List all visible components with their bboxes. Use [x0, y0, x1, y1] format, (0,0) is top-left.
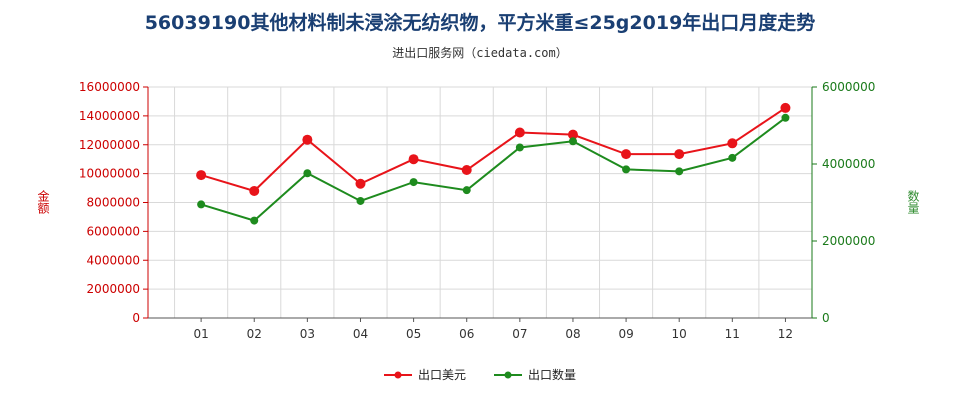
y-right-tick-label: 4000000 — [822, 157, 875, 171]
y-left-tick-label: 16000000 — [79, 80, 140, 94]
x-tick-label: 12 — [778, 327, 793, 341]
x-tick-label: 09 — [618, 327, 633, 341]
series-usd-point — [674, 149, 685, 160]
y-left-tick-label: 14000000 — [79, 109, 140, 123]
series-qty-point — [568, 137, 577, 146]
y-left-tick-label: 0 — [132, 311, 140, 325]
series-qty-point — [462, 186, 471, 195]
series-qty-line — [200, 117, 787, 222]
x-tick-label: 03 — [300, 327, 315, 341]
y-left-tick-label: 2000000 — [87, 282, 140, 296]
series-qty-point — [781, 113, 790, 122]
series-usd-point — [408, 154, 419, 165]
chart-subtitle: 进出口服务网（ciedata.com） — [392, 46, 568, 60]
y-right-tick-label: 6000000 — [822, 80, 875, 94]
x-tick-label: 08 — [565, 327, 580, 341]
y-right-tick-label: 2000000 — [822, 234, 875, 248]
series-usd-point — [355, 178, 366, 189]
y-left-tick-label: 6000000 — [87, 224, 140, 238]
series-usd-point — [461, 165, 472, 176]
series-qty-point — [303, 169, 312, 178]
x-tick-label: 10 — [672, 327, 687, 341]
y-left-tick-label: 10000000 — [79, 167, 140, 181]
y-axis-right-label: 数量 — [906, 190, 920, 214]
series-usd-point — [780, 102, 791, 113]
x-tick-label: 06 — [459, 327, 474, 341]
chart-title: 56039190其他材料制未浸涂无纺织物，平方米重≤25g2019年出口月度走势 — [144, 12, 816, 34]
legend-item-qty[interactable]: 出口数量 — [494, 366, 576, 383]
legend-usd-marker — [383, 371, 412, 378]
series-qty-point — [250, 216, 259, 225]
series-qty-point — [197, 200, 206, 209]
x-tick-label: 02 — [247, 327, 262, 341]
legend: 出口美元 出口数量 — [0, 366, 960, 383]
y-left-tick-label: 8000000 — [87, 196, 140, 210]
series-qty-point — [356, 196, 365, 205]
series-qty-point — [622, 165, 631, 174]
y-right-tick-label: 0 — [822, 311, 830, 325]
y-left-tick-label: 12000000 — [79, 138, 140, 152]
x-tick-label: 01 — [193, 327, 208, 341]
series-qty-point — [515, 143, 524, 152]
y-axis-left-label: 金额 — [36, 190, 50, 214]
legend-usd-label: 出口美元 — [417, 368, 466, 382]
series-usd-point — [727, 138, 738, 149]
series-qty-point — [675, 167, 684, 176]
x-tick-label: 11 — [725, 327, 740, 341]
series-qty-point — [409, 178, 418, 187]
series-usd-point — [249, 185, 260, 196]
legend-qty-label: 出口数量 — [528, 368, 577, 382]
series-usd-point — [567, 129, 578, 140]
y-left-tick-label: 4000000 — [87, 253, 140, 267]
x-tick-label: 04 — [353, 327, 368, 341]
series-usd-line — [200, 107, 786, 193]
series-usd-point — [196, 170, 207, 181]
series-usd-point — [514, 127, 525, 138]
legend-qty-marker — [494, 371, 522, 378]
series-usd-point — [621, 149, 632, 160]
series-qty-point — [728, 153, 737, 162]
series-usd-point — [302, 134, 313, 145]
x-tick-label: 07 — [512, 327, 527, 341]
legend-item-usd[interactable]: 出口美元 — [383, 366, 466, 383]
x-tick-label: 05 — [406, 327, 421, 341]
